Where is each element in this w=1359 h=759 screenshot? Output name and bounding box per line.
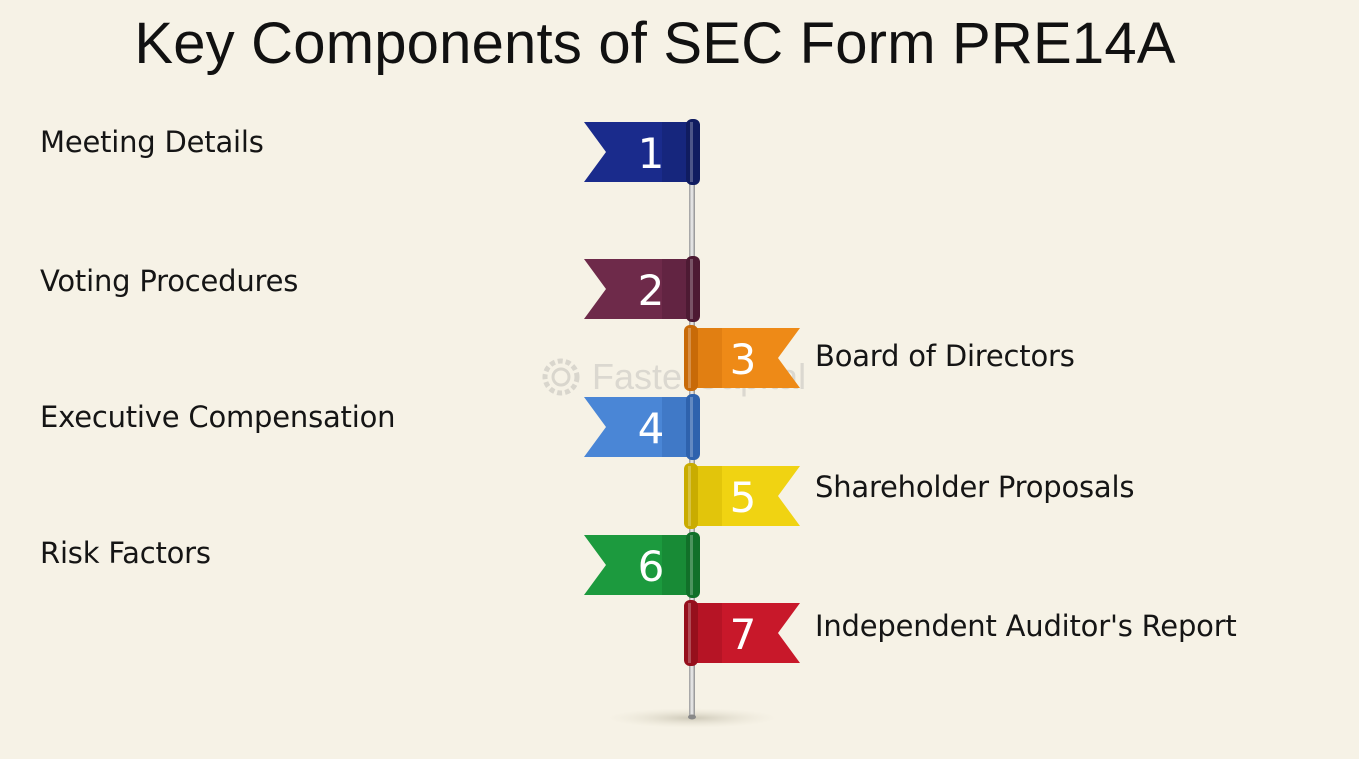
component-label: Independent Auditor's Report: [815, 609, 1237, 643]
gear-icon: [542, 358, 580, 396]
flag-roll: [686, 394, 700, 460]
flag-shade: [662, 535, 692, 595]
flag-7: 7: [684, 600, 800, 666]
flag-number: 7: [730, 610, 757, 659]
flag-number: 6: [638, 542, 665, 591]
pole-tip: [688, 714, 696, 720]
flag-number: 2: [638, 266, 665, 315]
flag-body: [692, 603, 800, 663]
flag-body: [584, 535, 692, 595]
component-label: Voting Procedures: [40, 264, 299, 298]
flag-shade: [692, 328, 722, 388]
flag-body: [692, 328, 800, 388]
component-label: Risk Factors: [40, 536, 211, 570]
flag-roll-highlight: [690, 397, 693, 457]
flag-number: 1: [638, 129, 665, 178]
flag-5: 5: [684, 463, 800, 529]
flag-6: 6: [584, 532, 700, 598]
flag-number: 4: [638, 404, 665, 453]
flag-number: 5: [730, 473, 757, 522]
flag-body: [584, 259, 692, 319]
flag-shade: [692, 603, 722, 663]
flag-roll: [686, 532, 700, 598]
component-label: Meeting Details: [40, 125, 264, 159]
component-label: Executive Compensation: [40, 400, 396, 434]
flag-roll-highlight: [688, 328, 691, 388]
component-label: Shareholder Proposals: [815, 470, 1135, 504]
flag-body: [692, 466, 800, 526]
page-title: Key Components of SEC Form PRE14A: [134, 11, 1176, 76]
flag-1: 1: [584, 119, 700, 185]
component-label: Board of Directors: [815, 339, 1075, 373]
flag-roll-highlight: [688, 603, 691, 663]
flag-roll: [686, 119, 700, 185]
flag-number: 3: [730, 335, 757, 384]
flag-3: 3: [684, 325, 800, 391]
flag-body: [584, 122, 692, 182]
flag-roll-highlight: [690, 259, 693, 319]
flag-2: 2: [584, 256, 700, 322]
flag-body: [584, 397, 692, 457]
flag-roll-highlight: [690, 535, 693, 595]
flag-roll-highlight: [688, 466, 691, 526]
flag-shade: [692, 466, 722, 526]
flag-roll: [684, 325, 698, 391]
flag-roll: [686, 256, 700, 322]
flag-roll-highlight: [690, 122, 693, 182]
flag-shade: [662, 259, 692, 319]
flag-shade: [662, 397, 692, 457]
flag-roll: [684, 463, 698, 529]
flag-shade: [662, 122, 692, 182]
flag-roll: [684, 600, 698, 666]
flag-4: 4: [584, 394, 700, 460]
